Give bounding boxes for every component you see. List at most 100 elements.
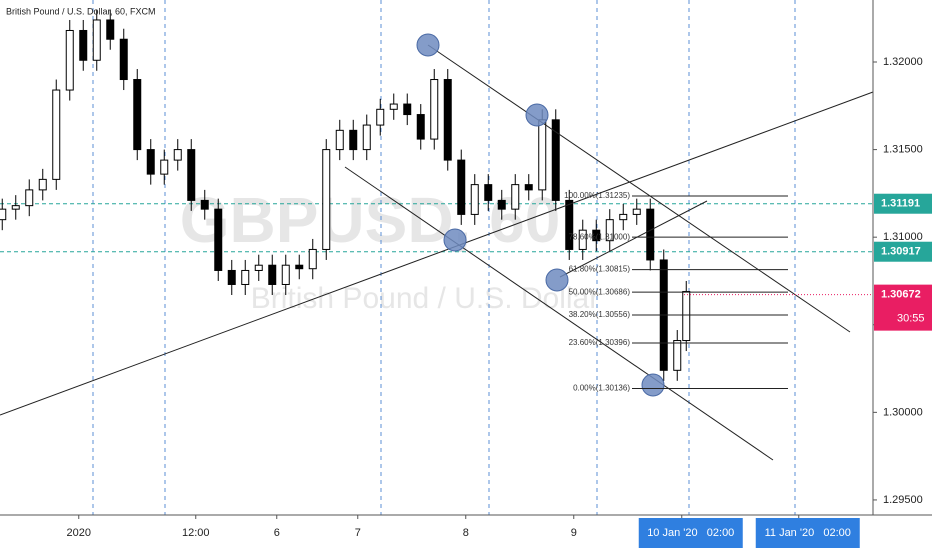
candle <box>551 109 560 211</box>
candle <box>160 149 169 185</box>
candle <box>673 330 682 381</box>
symbol-title: British Pound / U.S. Dollar, 60, FXCM <box>6 6 156 16</box>
candle-body <box>497 199 506 210</box>
candle-body <box>682 290 691 342</box>
watermark: GBPUSD, 60 <box>180 184 561 256</box>
candle-body <box>227 269 236 285</box>
fib-label: 23.60%(1.30396) <box>569 338 631 347</box>
y-tick-label: 1.29500 <box>883 494 923 506</box>
candle-body <box>322 149 331 250</box>
candle <box>308 238 317 280</box>
candle-body <box>295 264 304 270</box>
candle <box>403 93 412 126</box>
candle <box>106 9 115 50</box>
drawings <box>0 33 874 461</box>
candle <box>457 149 466 225</box>
candle <box>511 174 520 220</box>
y-tick-label: 1.31500 <box>883 144 923 156</box>
y-tick-label: 1.31000 <box>883 231 923 243</box>
price-line-label: 1.31191 <box>881 198 920 210</box>
candle <box>565 189 574 260</box>
fib-label: 38.20%(1.30556) <box>569 310 631 319</box>
candle-body <box>133 79 142 151</box>
last-price-tag <box>874 284 932 331</box>
candle <box>25 179 34 217</box>
candle-body <box>470 184 479 215</box>
x-tick-label: 2020 <box>67 527 91 539</box>
x-tick-label: 10 Jan '20 02:00 <box>647 527 734 539</box>
candle <box>578 219 587 260</box>
candle-body <box>443 79 452 161</box>
price-axis <box>873 0 932 550</box>
candle-body <box>619 213 628 221</box>
candle <box>295 254 304 280</box>
candle-body <box>38 178 47 191</box>
candle <box>92 9 101 71</box>
pivot-marker <box>443 228 467 252</box>
candle-body <box>524 184 533 191</box>
candle-body <box>146 149 155 175</box>
candle-body <box>214 208 223 271</box>
candle-body <box>308 248 317 270</box>
candle <box>619 203 628 231</box>
candle-body <box>349 129 358 151</box>
candle-body <box>551 119 560 201</box>
candle <box>646 198 655 271</box>
candle <box>0 198 7 231</box>
candle <box>52 79 61 190</box>
countdown-label: 30:55 <box>897 313 925 325</box>
pivot-marker <box>545 268 569 292</box>
candle <box>133 69 142 161</box>
candle-body <box>52 89 61 180</box>
candle <box>605 209 614 252</box>
pivot-marker <box>416 33 440 57</box>
candle <box>187 139 196 211</box>
x-tick-label: 8 <box>463 527 469 539</box>
candle-body <box>268 264 277 285</box>
candle-body <box>335 129 344 151</box>
candle <box>146 139 155 185</box>
candle-body <box>241 269 250 285</box>
candle-body <box>457 159 466 215</box>
y-tick-label: 1.32000 <box>883 56 923 68</box>
candle <box>65 19 74 101</box>
candle <box>38 168 47 201</box>
pivot-marker <box>525 103 549 127</box>
candle-body <box>565 199 574 250</box>
candle-body <box>578 229 587 250</box>
candle-body <box>160 159 169 175</box>
candle <box>430 69 439 150</box>
candle <box>376 98 385 136</box>
candle-body <box>484 184 493 201</box>
fib-label: 78.60%(1.31000) <box>569 232 631 241</box>
pivot-marker <box>641 373 665 397</box>
price-line-tag <box>874 241 932 262</box>
candle-body <box>403 103 412 116</box>
candle <box>214 198 223 281</box>
x-tick-label: 9 <box>571 527 577 539</box>
candle-body <box>430 79 439 140</box>
candle-body <box>646 208 655 261</box>
candle <box>173 139 182 171</box>
candle <box>524 174 533 201</box>
candle <box>484 174 493 211</box>
price-line-tag <box>874 193 932 214</box>
candle-body <box>65 29 74 91</box>
candle <box>470 174 479 225</box>
candle <box>335 119 344 161</box>
candle-body <box>538 119 547 191</box>
candle <box>497 189 506 220</box>
candle <box>200 189 209 220</box>
candle <box>349 119 358 161</box>
x-tick-label: 11 Jan '20 02:00 <box>765 527 851 539</box>
candle-body <box>376 108 385 126</box>
candle-body <box>416 114 425 140</box>
fib-label: 61.80%(1.30815) <box>569 265 631 274</box>
candle-body <box>632 208 641 215</box>
candle-body <box>605 219 614 242</box>
candle-body <box>25 189 34 207</box>
candle-body <box>173 149 182 161</box>
trend-line <box>344 166 774 461</box>
